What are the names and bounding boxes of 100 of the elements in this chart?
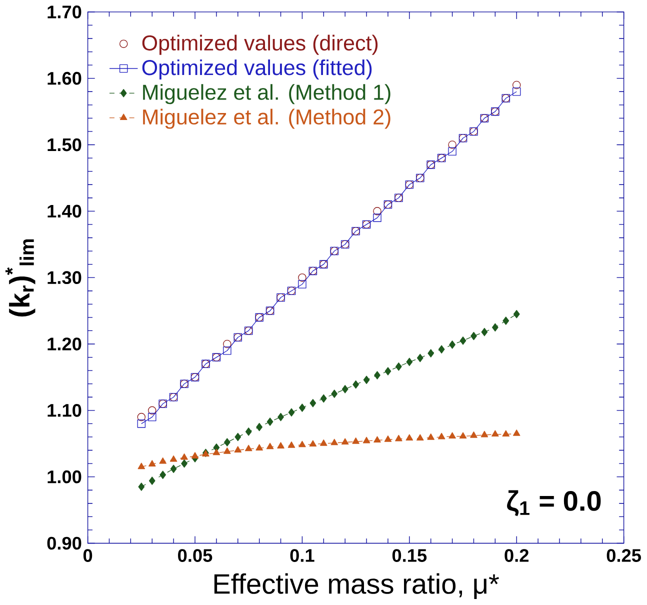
point xyxy=(502,430,510,437)
point xyxy=(181,460,188,468)
point xyxy=(373,214,382,222)
point xyxy=(245,428,252,436)
point xyxy=(362,437,370,444)
point xyxy=(223,346,232,355)
point xyxy=(395,435,402,442)
point xyxy=(277,442,284,449)
point xyxy=(191,452,199,459)
point xyxy=(234,433,242,442)
point xyxy=(148,413,156,422)
point xyxy=(266,443,274,450)
point xyxy=(492,430,499,437)
annotation: ζ$_{1}$ = 0.0 xyxy=(507,490,601,516)
point xyxy=(224,438,230,447)
point xyxy=(363,376,370,384)
point xyxy=(138,482,145,492)
point xyxy=(170,464,177,474)
y-tick-label: 1.50 xyxy=(48,138,82,152)
point xyxy=(256,423,262,432)
point xyxy=(502,316,510,326)
y-tick-label: 1.20 xyxy=(48,338,82,351)
y-tick-label: 1.30 xyxy=(48,271,82,284)
point xyxy=(449,340,456,350)
point xyxy=(266,418,274,426)
point xyxy=(170,456,178,462)
point xyxy=(470,332,477,340)
point xyxy=(406,434,414,441)
x-tick-label: 0.1 xyxy=(290,549,314,562)
legend-label: Optimized values (direct) xyxy=(142,35,378,56)
x-tick-label: 0.05 xyxy=(178,549,212,562)
point xyxy=(341,438,349,445)
point xyxy=(160,470,166,480)
y-tick-label: 1.70 xyxy=(48,6,82,19)
point xyxy=(180,454,188,460)
point xyxy=(428,349,434,358)
point xyxy=(234,446,242,453)
point xyxy=(448,432,456,439)
point xyxy=(438,433,446,440)
point xyxy=(320,440,328,446)
point xyxy=(480,431,488,438)
point xyxy=(298,441,306,448)
legend-label: Optimized values (fitted) xyxy=(142,60,372,80)
point xyxy=(448,147,456,156)
legend-label: Miguelez et al. (Method 2) xyxy=(143,108,390,130)
point xyxy=(278,413,284,422)
point xyxy=(513,310,520,318)
point xyxy=(224,448,231,454)
point xyxy=(460,336,466,346)
point xyxy=(416,354,424,362)
legend-label: Miguelez et al. (Method 1) xyxy=(143,84,390,104)
point xyxy=(212,449,220,456)
point xyxy=(299,404,306,412)
x-tick-label: 0.15 xyxy=(392,549,427,562)
x-tick-label: 0.2 xyxy=(504,549,529,562)
point xyxy=(438,345,445,354)
point xyxy=(298,274,306,282)
point xyxy=(244,445,252,452)
point xyxy=(374,436,381,443)
point xyxy=(512,430,520,436)
point xyxy=(396,362,402,371)
point xyxy=(256,444,263,451)
point xyxy=(288,408,295,417)
point xyxy=(470,432,478,438)
point xyxy=(159,458,166,464)
x-tick-label: 0 xyxy=(83,549,92,562)
point xyxy=(384,367,392,376)
point xyxy=(448,140,456,150)
y-tick-label: 1.40 xyxy=(48,204,82,218)
point xyxy=(310,399,316,408)
point xyxy=(459,432,467,439)
y-tick-label: 1.10 xyxy=(48,404,82,418)
y-tick-label: 1.60 xyxy=(48,72,82,86)
point xyxy=(138,462,146,470)
x-axis-title: Effective mass ratio, μ* xyxy=(214,574,500,600)
point xyxy=(223,340,232,348)
point xyxy=(331,390,338,398)
point xyxy=(512,88,521,96)
point xyxy=(373,207,382,216)
point xyxy=(427,434,434,440)
x-tick-label: 0.25 xyxy=(606,549,641,562)
point xyxy=(148,476,156,486)
y-axis-title: (k$_{r}$)$^{*}$lim xyxy=(6,240,36,317)
point xyxy=(320,394,327,403)
y-tick-label: 0.90 xyxy=(47,537,82,550)
point xyxy=(352,380,359,389)
point xyxy=(342,385,348,394)
y-tick-label: 1.00 xyxy=(48,470,82,484)
point xyxy=(384,436,392,442)
point xyxy=(288,442,296,448)
point xyxy=(512,81,521,90)
point xyxy=(148,406,156,415)
point xyxy=(148,460,156,467)
point xyxy=(352,438,360,444)
point xyxy=(492,323,498,332)
point xyxy=(481,328,488,336)
point xyxy=(374,371,380,380)
point xyxy=(298,280,306,289)
point xyxy=(406,358,413,366)
point xyxy=(416,434,424,441)
